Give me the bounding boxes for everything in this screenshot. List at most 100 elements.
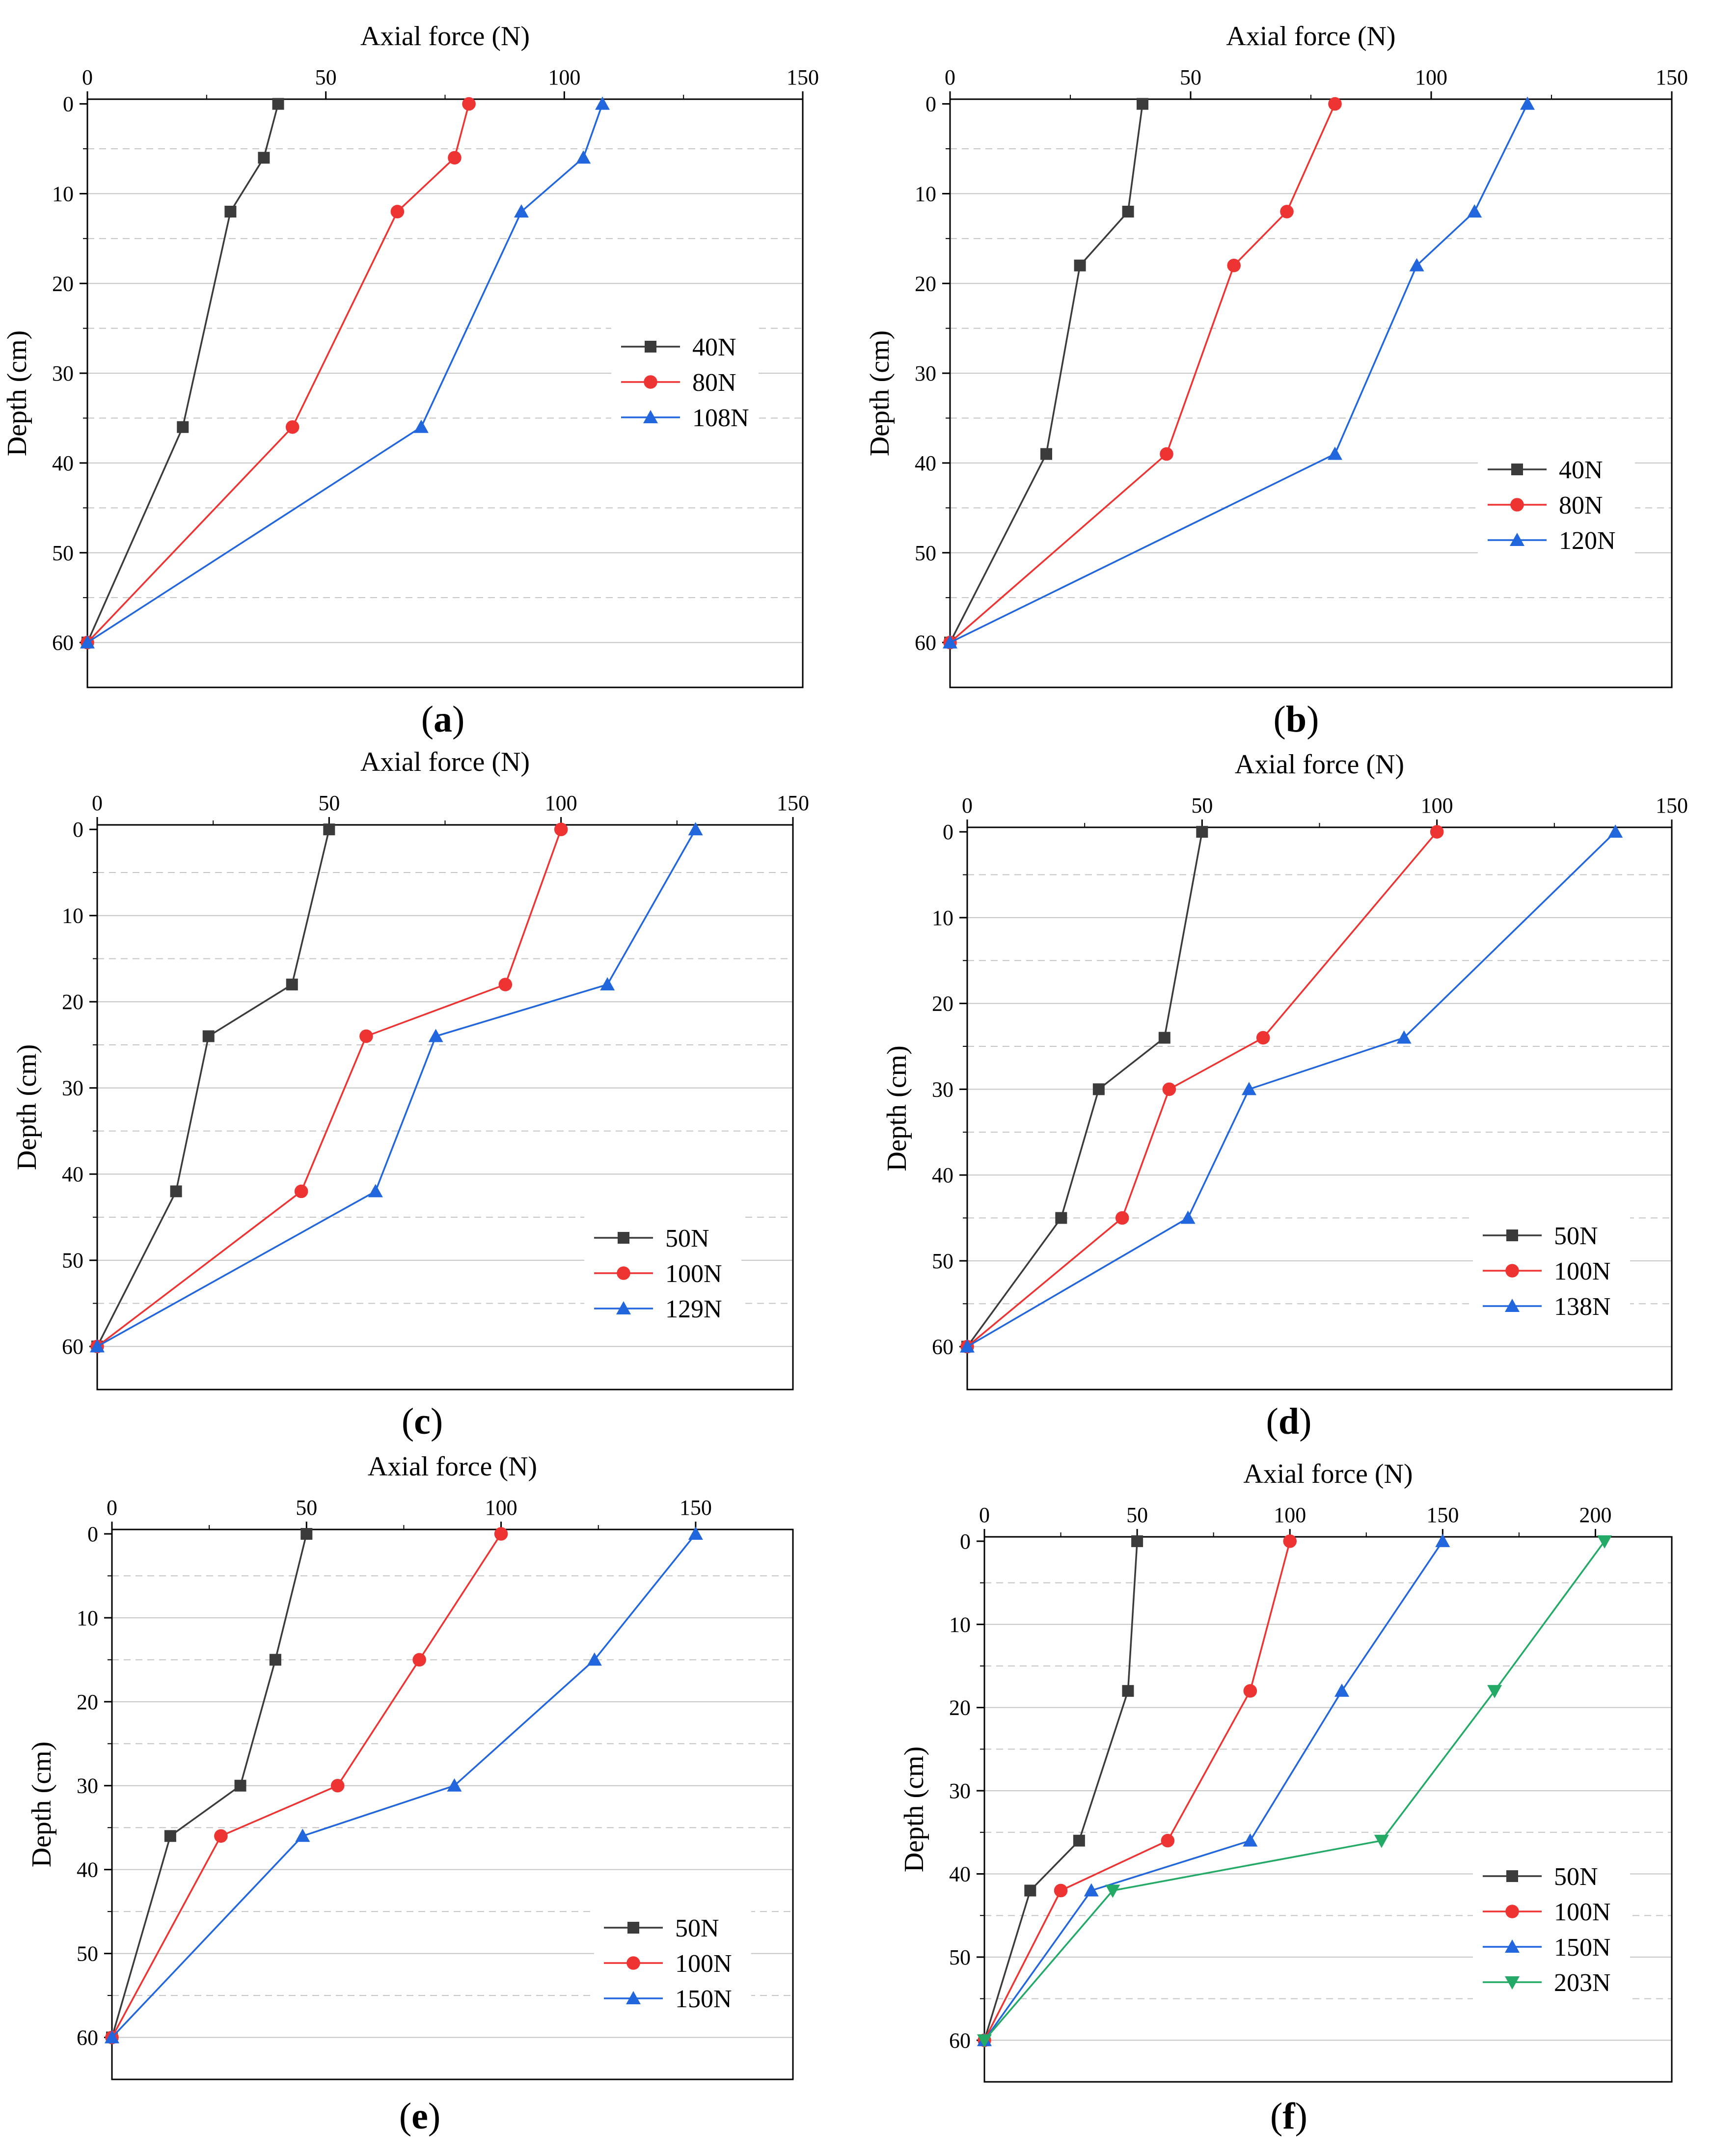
data-point <box>1227 258 1241 273</box>
y-tick-label: 40 <box>932 1163 953 1187</box>
legend-marker <box>1505 1905 1519 1918</box>
data-point <box>494 1527 508 1541</box>
legend: 50N 100N 150N <box>594 1905 751 2021</box>
x-axis-title: Axial force (N) <box>360 747 530 777</box>
y-tick-label: 40 <box>52 451 74 475</box>
y-tick-label: 40 <box>77 1858 98 1882</box>
data-point <box>323 823 335 836</box>
plot-frame <box>949 98 1673 688</box>
legend-marker <box>618 1232 629 1244</box>
panel-caption: (e) <box>399 2096 440 2137</box>
legend-label: 129N <box>665 1295 722 1323</box>
x-tick-label: 150 <box>777 791 809 815</box>
legend-label: 80N <box>692 369 736 397</box>
data-point <box>224 205 237 218</box>
data-point <box>269 1654 281 1666</box>
y-tick-label: 50 <box>62 1249 83 1273</box>
legend-marker <box>1506 1870 1518 1882</box>
chart-panel-f: 0 50 100 150 200 0 10 20 30 40 50 60 Axial force (N)… <box>899 1459 1673 2137</box>
legend: 40N 80N 108N <box>611 324 759 440</box>
data-point <box>1160 447 1173 461</box>
data-point <box>295 1829 310 1842</box>
series-203N <box>977 1535 1612 2048</box>
legend-label: 100N <box>1554 1898 1611 1926</box>
plot-frame <box>111 1528 794 2080</box>
y-tick-label: 50 <box>949 1945 971 1969</box>
y-tick-label: 60 <box>77 2026 98 2050</box>
data-point <box>1115 1211 1129 1225</box>
legend-label: 100N <box>675 1950 732 1978</box>
legend: 40N 80N 120N <box>1478 447 1635 563</box>
legend-marker <box>627 1922 639 1934</box>
x-tick-label: 50 <box>1180 65 1201 89</box>
data-point <box>300 1528 313 1540</box>
data-point <box>359 1029 373 1043</box>
y-tick-label: 20 <box>77 1690 98 1714</box>
y-tick-label: 0 <box>943 820 953 844</box>
x-axis-title: Axial force (N) <box>360 21 530 52</box>
legend-marker <box>1505 1299 1520 1312</box>
data-point <box>1161 1833 1175 1848</box>
caption-open: ( <box>1270 2096 1282 2137</box>
legend-marker <box>643 410 658 423</box>
y-axis-title: Depth (cm) <box>2 330 32 457</box>
series-138N <box>960 824 1623 1353</box>
legend-label: 50N <box>1554 1863 1598 1891</box>
chart-panel-d: 0 50 100 150 0 10 20 30 40 50 60 Axial force (N) Dep… <box>882 749 1688 1442</box>
x-tick-label: 200 <box>1579 1503 1611 1527</box>
caption-letter: a <box>434 699 452 740</box>
y-tick-label: 10 <box>949 1612 971 1637</box>
caption-close: ) <box>1295 2096 1307 2137</box>
data-point <box>1054 1883 1068 1898</box>
x-tick-label: 150 <box>680 1496 712 1520</box>
data-point <box>576 150 591 164</box>
y-tick-label: 50 <box>932 1249 953 1273</box>
y-tick-label: 0 <box>87 1522 98 1546</box>
data-point <box>90 1339 105 1353</box>
data-point <box>1374 1834 1389 1848</box>
caption-close: ) <box>1299 1401 1311 1442</box>
data-point <box>1435 1533 1450 1547</box>
data-point <box>1074 259 1086 272</box>
y-tick-label: 40 <box>949 1862 971 1886</box>
legend-box <box>1473 1854 1630 2005</box>
data-point <box>105 2030 119 2044</box>
panel-caption: (c) <box>402 1401 443 1442</box>
y-tick-label: 30 <box>62 1076 83 1100</box>
y-axis-title: Depth (cm) <box>882 1045 912 1172</box>
caption-open: ( <box>402 1401 414 1442</box>
plot-frame <box>983 1536 1673 2083</box>
legend: 50N 100N 138N <box>1473 1213 1630 1329</box>
y-tick-label: 60 <box>52 631 74 655</box>
y-tick-label: 50 <box>77 1942 98 1966</box>
data-point <box>1073 1834 1085 1847</box>
legend-marker <box>1506 1229 1518 1241</box>
x-tick-label: 50 <box>315 65 337 89</box>
data-point <box>1243 1684 1257 1698</box>
y-axis-title: Depth (cm) <box>27 1742 57 1868</box>
caption-close: ) <box>452 699 464 740</box>
legend-label: 100N <box>1554 1257 1611 1285</box>
data-point <box>498 978 513 991</box>
x-axis-title: Axial force (N) <box>1235 749 1404 780</box>
data-point <box>1137 98 1148 110</box>
data-point <box>448 151 462 165</box>
data-point <box>1092 1083 1105 1095</box>
caption-letter: f <box>1282 2096 1296 2137</box>
x-tick-label: 0 <box>979 1503 990 1527</box>
legend-label: 120N <box>1559 527 1616 555</box>
legend-marker <box>645 341 656 353</box>
x-tick-label: 100 <box>548 65 580 89</box>
data-point <box>960 1339 975 1353</box>
legend-label: 150N <box>675 1985 732 2013</box>
y-tick-label: 10 <box>932 906 953 930</box>
x-tick-label: 100 <box>1421 793 1453 818</box>
y-axis-title: Depth (cm) <box>12 1044 42 1171</box>
series-40N <box>944 98 1148 649</box>
data-point <box>688 822 703 836</box>
legend-label: 203N <box>1554 1969 1611 1997</box>
data-point <box>1334 1683 1349 1697</box>
data-point <box>1084 1883 1099 1897</box>
data-point <box>977 2034 992 2048</box>
